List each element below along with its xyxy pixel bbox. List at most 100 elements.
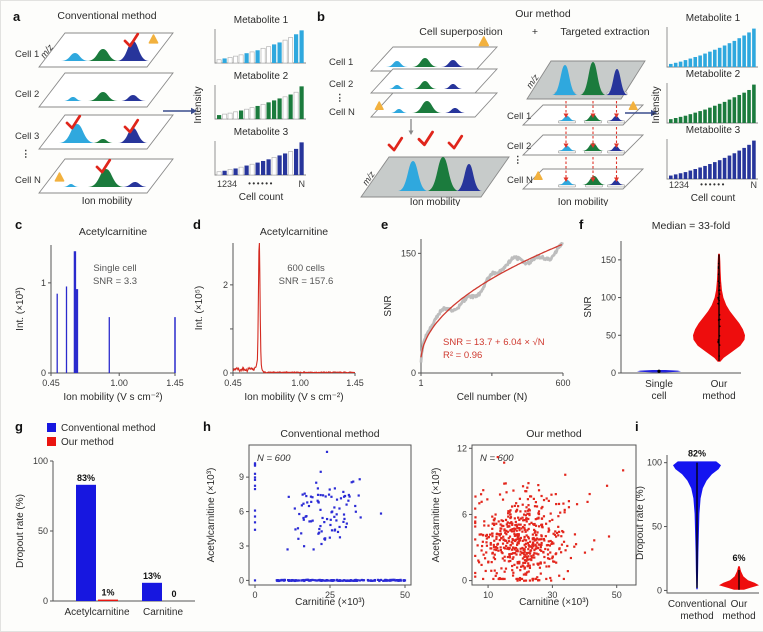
metabolite-peak (558, 146, 576, 151)
metabolite-peak (427, 157, 459, 191)
svg-text:1: 1 (418, 378, 423, 388)
metabolite-peak (580, 62, 606, 95)
svg-text:0: 0 (657, 585, 662, 595)
metabolite-peak (398, 161, 428, 191)
svg-text:0.45: 0.45 (42, 378, 60, 388)
panel-label-f: f (579, 217, 584, 232)
svg-text:2: 2 (223, 280, 228, 290)
svg-text:Carnitine (×10³): Carnitine (×10³) (519, 597, 589, 608)
svg-text:13%: 13% (143, 571, 161, 581)
bars (216, 142, 304, 176)
metabolite-peak (88, 92, 118, 101)
svg-text:Conventional: Conventional (668, 599, 726, 610)
metabolite-peak (87, 49, 119, 61)
metabolite-peak (608, 180, 624, 185)
svg-text:Acetylcarnitine: Acetylcarnitine (79, 226, 147, 238)
metabolite-peak (122, 182, 148, 187)
svg-text:0: 0 (223, 368, 228, 378)
metabolite-peak (608, 116, 624, 121)
svg-text:1.45: 1.45 (166, 378, 184, 388)
cell-count-label: Cell count (239, 192, 284, 203)
svg-text:Dropout rate (%): Dropout rate (%) (15, 494, 26, 568)
svg-text:Metabolite 3: Metabolite 3 (234, 127, 289, 138)
warning-icon (628, 101, 638, 111)
panel-h-our-method: 0 6 12 10 30 50 Acetylcarnitine (×10³) Carnitin… (431, 428, 637, 608)
intensity-label: Intensity (651, 86, 662, 123)
svg-text:Acetylcarnitine (×10³): Acetylcarnitine (×10³) (431, 468, 442, 563)
panel-label-e: e (381, 217, 388, 232)
cellcount-end-label: N (299, 179, 306, 189)
svg-text:50: 50 (612, 590, 622, 600)
arrow-head (651, 109, 657, 117)
svg-text:Metabolite 2: Metabolite 2 (234, 71, 289, 82)
legend-swatch (47, 423, 56, 432)
metabolite-peak (582, 176, 606, 185)
cell-plane (369, 46, 499, 72)
cell-plane (38, 114, 174, 150)
metabolite-peak (388, 85, 406, 89)
violin-median-dot (657, 369, 661, 373)
bars (669, 28, 756, 68)
svg-text:N = 600: N = 600 (257, 453, 291, 464)
cellcount-start-label: 1234 (217, 179, 237, 189)
ion-mobility-label: Ion mobility (82, 196, 133, 206)
metabolite-peak (386, 61, 408, 67)
bar (76, 484, 96, 601)
panel-h-conventional: h 0 3 6 9 0 25 50 Acetylcarnitine (×10³) Carniti… (203, 419, 412, 608)
cell-1-label: Cell 1 (507, 111, 531, 122)
legend-swatch (47, 437, 56, 446)
metabolite-peak (608, 146, 624, 151)
panel-a-title: Conventional method (57, 10, 156, 22)
svg-text:R² = 0.96: R² = 0.96 (443, 350, 482, 361)
panel-d: d 0 2 0.45 1.00 1.45 Int. (×10⁵) Ion mobility … (193, 217, 364, 403)
panel-label-i: i (635, 419, 639, 434)
panel-f: f 0 50 100 150 SNR Median = 33-fold Singlecell… (579, 217, 745, 402)
cell-n-label: Cell N (329, 107, 355, 118)
plot-frame (471, 444, 637, 586)
svg-text:Our method: Our method (61, 437, 114, 448)
cell-2-label: Cell 2 (507, 141, 531, 152)
svg-text:100: 100 (33, 456, 48, 466)
svg-text:method: method (702, 391, 735, 402)
superposition-title: Cell superposition (419, 26, 503, 38)
cellcount-start-label: 1234 (669, 180, 689, 190)
warning-icon (148, 34, 159, 44)
panel-a: a Conventional method m/z Cell 1 Cell 2 … (13, 9, 306, 206)
svg-text:Conventional method: Conventional method (61, 423, 156, 434)
svg-text:method: method (680, 611, 713, 622)
svg-text:Our: Our (711, 379, 728, 390)
warning-icon (54, 172, 65, 182)
arrow-head (191, 107, 197, 115)
svg-text:1: 1 (41, 278, 46, 288)
ion-mobility-label: Ion mobility (558, 197, 609, 206)
svg-text:Single cell: Single cell (93, 263, 136, 274)
svg-text:SNR = 13.7 + 6.04 × √N: SNR = 13.7 + 6.04 × √N (443, 337, 545, 348)
metabolite-peak (63, 184, 79, 187)
cell-2-label: Cell 2 (329, 79, 353, 90)
scatter-points (253, 450, 407, 583)
trace (232, 242, 355, 374)
panel-label-b: b (317, 9, 325, 24)
bars (217, 86, 304, 120)
svg-text:50: 50 (606, 330, 616, 340)
metabolite-peak (558, 180, 576, 185)
svg-text:600: 600 (555, 378, 570, 388)
bars (216, 30, 304, 64)
svg-text:1.45: 1.45 (346, 378, 364, 388)
cell-2-label: Cell 2 (15, 89, 39, 100)
svg-text:0: 0 (411, 368, 416, 378)
svg-text:SNR = 3.3: SNR = 3.3 (93, 276, 137, 287)
svg-text:Metabolite 2: Metabolite 2 (686, 69, 741, 80)
panel-label-d: d (193, 217, 201, 232)
cell-plane (369, 92, 499, 118)
axes (52, 461, 195, 602)
metabolite-peak (413, 81, 437, 89)
cell-plane (521, 134, 645, 156)
panel-b: b Our method Cell superposition + Target… (317, 8, 758, 206)
svg-text:0: 0 (611, 368, 616, 378)
check-icon (417, 130, 434, 147)
svg-text:50: 50 (400, 590, 410, 600)
panel-b-diagram (360, 36, 657, 198)
svg-text:SNR = 157.6: SNR = 157.6 (279, 276, 334, 287)
svg-text:Int. (×10⁵): Int. (×10⁵) (194, 286, 205, 330)
